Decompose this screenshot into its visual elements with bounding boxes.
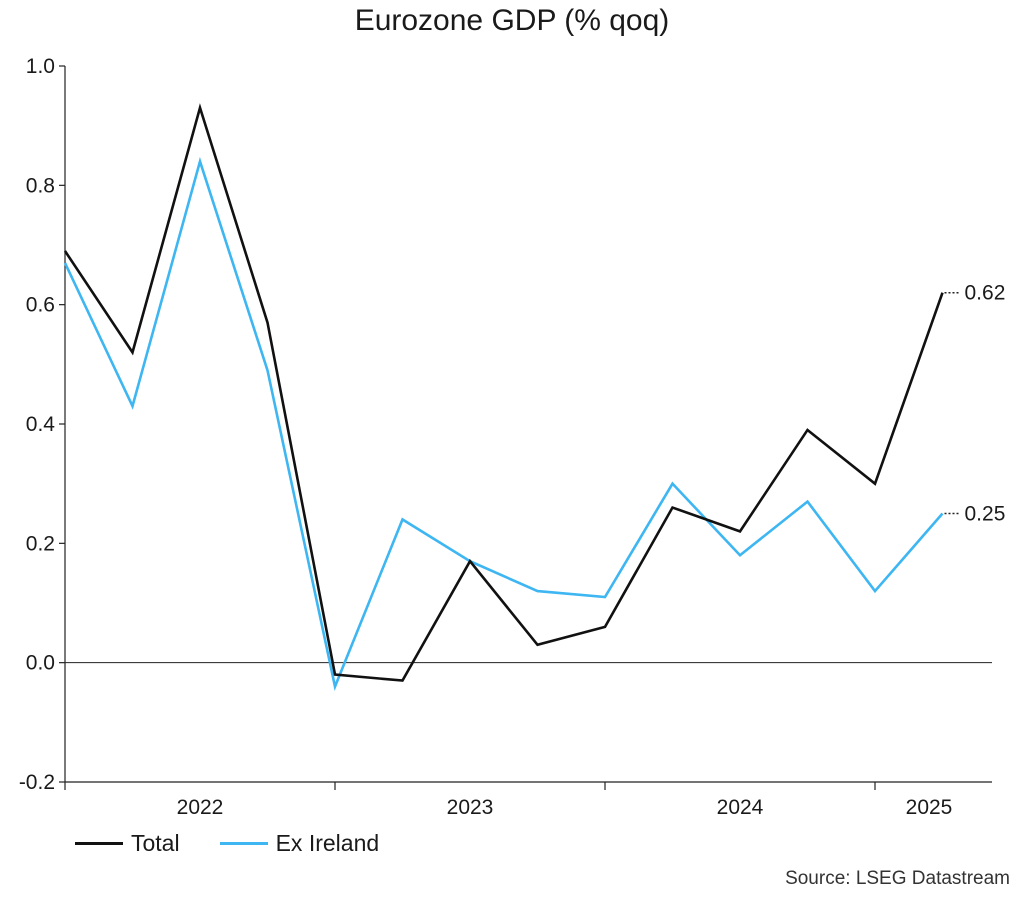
legend-item-ex-ireland: Ex Ireland	[219, 830, 380, 857]
legend-swatch-ex-ireland	[219, 842, 268, 845]
x-tick-label: 2023	[447, 796, 494, 819]
y-tick-label: 0.0	[26, 652, 55, 675]
end-label: 0.62	[965, 282, 1006, 305]
end-label: 0.25	[965, 503, 1006, 526]
legend-label-total: Total	[131, 830, 180, 856]
chart-title: Eurozone GDP (% qoq)	[354, 4, 670, 37]
y-ticks: 1.0 0.8 0.6 0.4 0.2 0.0 -0.2	[19, 55, 65, 794]
series-line-total	[63, 103, 944, 682]
y-tick-label: 0.2	[26, 532, 55, 555]
x-tick-label: 2025	[906, 796, 953, 819]
y-tick-label: 0.4	[26, 413, 56, 436]
y-tick-label: 0.6	[26, 294, 55, 317]
legend-label-ex-ireland: Ex Ireland	[275, 830, 380, 856]
y-tick-label: -0.2	[19, 771, 55, 794]
end-labels: 0.62 0.25	[944, 282, 1006, 526]
x-tick-label: 2022	[177, 796, 224, 819]
x-ticks: 2022 2023 2024 2025	[64, 782, 953, 819]
x-tick-label: 2024	[717, 796, 764, 819]
y-tick-label: 0.8	[26, 174, 55, 197]
legend-swatch-total	[75, 842, 123, 845]
legend-item-total: Total	[75, 830, 180, 857]
series-lines	[63, 103, 944, 691]
legend: Total Ex Ireland	[75, 830, 419, 857]
source-note: Source: LSEG Datastream	[785, 868, 1010, 889]
series-line-ex-ireland	[63, 156, 944, 691]
y-tick-label: 1.0	[26, 55, 55, 78]
